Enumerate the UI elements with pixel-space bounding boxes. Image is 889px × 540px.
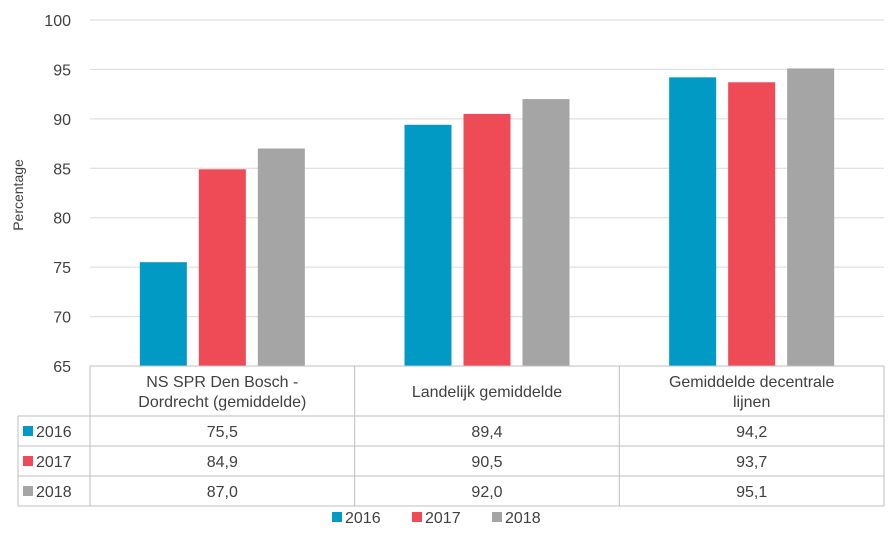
y-tick-label: 80 [53, 211, 71, 228]
data-label: 93,7 [736, 454, 767, 471]
data-label: 94,2 [736, 424, 767, 441]
category-label: Dordrecht (gemiddelde) [138, 394, 306, 411]
data-label: 90,5 [471, 454, 502, 471]
legend-swatch [332, 512, 342, 522]
data-label: 95,1 [736, 484, 767, 501]
legend-label: 2016 [345, 510, 381, 527]
bar-2016-2 [404, 124, 452, 366]
legend: 2016 2017 2018 [332, 510, 541, 527]
row-legend-swatch [23, 456, 33, 466]
bar-2018-1 [257, 148, 305, 366]
data-label: 84,9 [207, 454, 238, 471]
bar-2016-3 [669, 77, 717, 366]
data-label: 75,5 [207, 424, 238, 441]
y-axis-ticks: 65 70 75 80 85 90 95 100 [44, 13, 71, 376]
y-tick-label: 95 [53, 62, 71, 79]
bar-2016-1 [139, 262, 187, 366]
data-label: 89,4 [471, 424, 502, 441]
y-tick-label: 85 [53, 161, 71, 178]
row-legend-swatch [23, 486, 33, 496]
data-table: NS SPR Den Bosch - Dordrecht (gemiddelde)… [17, 365, 885, 507]
bar-2018-3 [787, 68, 835, 366]
legend-swatch [492, 512, 502, 522]
y-tick-label: 65 [53, 359, 71, 376]
bar-2017-1 [198, 169, 246, 366]
y-tick-label: 100 [44, 13, 71, 30]
category-label: Gemiddelde decentrale [669, 374, 835, 391]
y-axis-label: Percentage [10, 159, 26, 231]
category-label: NS SPR Den Bosch - [146, 374, 298, 391]
category-label: Landelijk gemiddelde [412, 384, 562, 401]
data-label: 87,0 [207, 484, 238, 501]
bars [139, 68, 835, 367]
legend-label: 2018 [505, 510, 541, 527]
bar-2017-3 [728, 82, 776, 366]
legend-label: 2017 [425, 510, 461, 527]
y-tick-label: 75 [53, 260, 71, 277]
row-legend-swatch [23, 426, 33, 436]
y-tick-label: 90 [53, 112, 71, 129]
bar-2017-2 [463, 113, 511, 367]
category-label: lijnen [733, 394, 770, 411]
y-tick-label: 70 [53, 310, 71, 327]
data-label: 92,0 [471, 484, 502, 501]
row-series-label: 2016 [36, 424, 72, 441]
row-series-label: 2018 [36, 484, 72, 501]
row-series-label: 2017 [36, 454, 72, 471]
bar-2018-2 [522, 99, 570, 366]
legend-swatch [412, 512, 422, 522]
